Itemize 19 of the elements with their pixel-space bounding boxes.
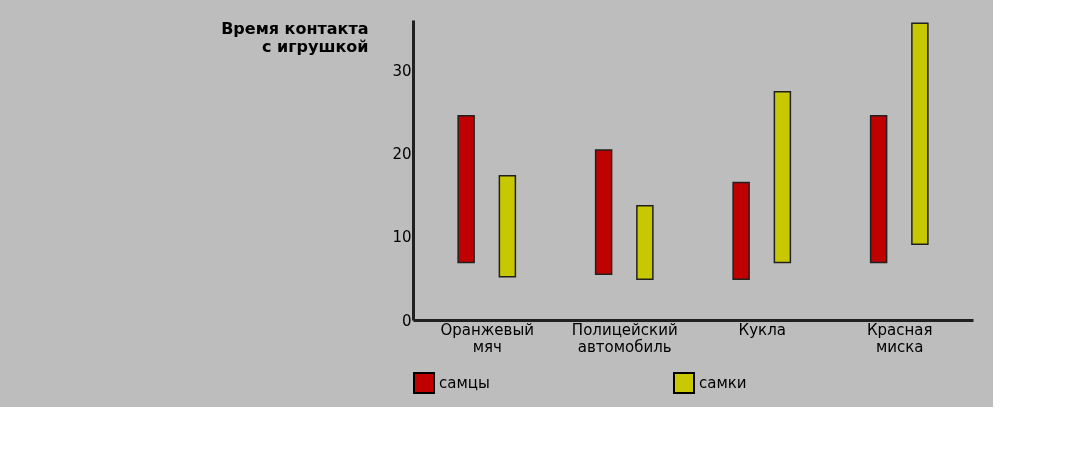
bar: [636, 205, 654, 280]
y-tick-label: 20: [392, 144, 412, 163]
bar: [911, 22, 929, 245]
bar: [457, 115, 475, 264]
y-axis-title: Время контакта с игрушкой: [221, 18, 369, 56]
x-tick-label: Красная миска: [866, 320, 933, 356]
bar: [498, 175, 517, 278]
y-tick-label: 0: [401, 311, 412, 330]
bar: [594, 149, 613, 275]
x-tick-label: Оранжевый мяч: [440, 320, 535, 356]
bar: [869, 115, 888, 264]
legend-label: самцы: [439, 374, 490, 392]
bar: [773, 90, 792, 264]
y-tick-label: 10: [392, 228, 412, 247]
bar: [732, 181, 750, 280]
y-tick-label: 30: [392, 61, 412, 80]
x-tick-label: Кукла: [738, 320, 786, 339]
x-tick-label: Полицейский автомобиль: [571, 320, 678, 356]
legend-label: самки: [699, 374, 747, 392]
